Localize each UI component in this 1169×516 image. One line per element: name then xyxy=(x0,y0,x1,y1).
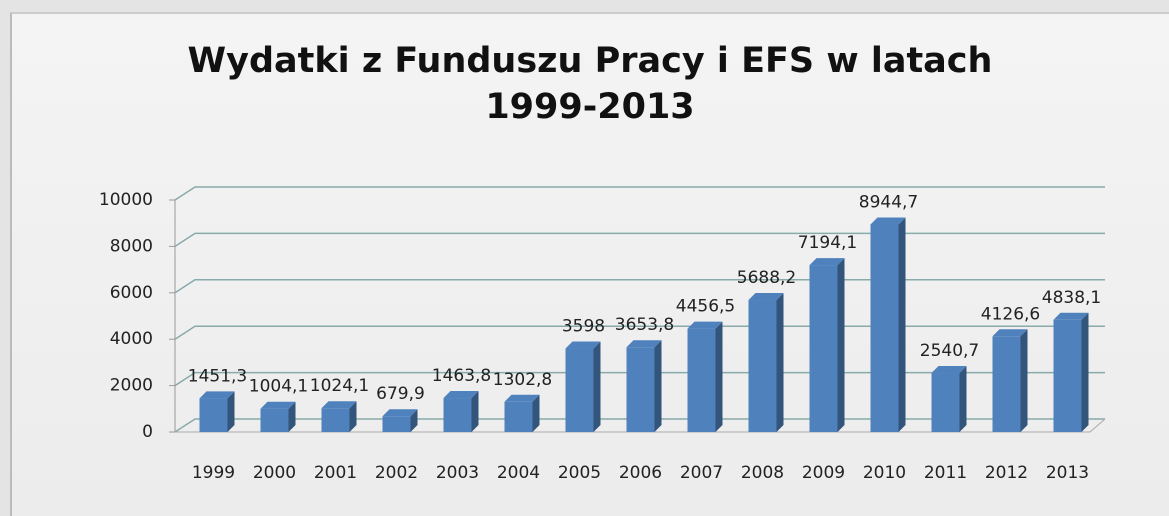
grid-line xyxy=(174,186,1105,201)
grid-line xyxy=(174,418,1105,433)
bar-top xyxy=(565,341,601,349)
x-tick-label: 1999 xyxy=(192,463,235,483)
bar-side xyxy=(227,391,235,432)
y-tick-label: 4000 xyxy=(110,329,153,349)
grid-line xyxy=(174,325,1105,340)
value-label: 5688,2 xyxy=(737,268,796,288)
x-tick-label: 2007 xyxy=(680,463,723,483)
bar-top xyxy=(931,366,967,374)
bar xyxy=(504,401,533,432)
x-tick-label: 2011 xyxy=(924,463,967,483)
bar-top xyxy=(626,340,662,348)
value-label: 1024,1 xyxy=(310,376,369,396)
value-label: 1463,8 xyxy=(432,366,491,386)
bar-top xyxy=(1053,312,1089,320)
bar-top xyxy=(199,391,235,399)
bar-top xyxy=(748,293,784,301)
bar-side xyxy=(776,293,784,432)
bar-top xyxy=(382,409,418,417)
bar-side xyxy=(1020,329,1028,432)
value-label: 2540,7 xyxy=(920,341,979,361)
bar xyxy=(992,336,1021,432)
x-tick-label: 2004 xyxy=(497,463,540,483)
bar-side xyxy=(1081,312,1089,432)
y-tick-label: 0 xyxy=(142,422,153,442)
x-tick-label: 2003 xyxy=(436,463,479,483)
bar xyxy=(687,328,716,432)
bar xyxy=(626,347,655,432)
bar-side xyxy=(471,391,479,432)
value-label: 8944,7 xyxy=(859,192,918,212)
bar xyxy=(565,348,594,432)
bar xyxy=(870,224,899,432)
y-tick-label: 8000 xyxy=(110,236,153,256)
value-label: 679,9 xyxy=(376,384,425,404)
bar xyxy=(260,408,289,432)
bar xyxy=(809,265,838,432)
bar-top xyxy=(504,394,540,402)
bar-side xyxy=(959,366,967,432)
bar-side xyxy=(288,401,296,432)
y-tick-label: 2000 xyxy=(110,376,153,396)
grid-line xyxy=(174,371,1105,387)
value-label: 3598 xyxy=(562,317,605,337)
bar-side xyxy=(654,340,662,432)
bar-side xyxy=(837,258,845,432)
bar-top xyxy=(443,391,479,399)
x-tick-label: 2013 xyxy=(1046,463,1089,483)
x-tick-label: 2002 xyxy=(375,463,418,483)
value-label: 1451,3 xyxy=(188,366,247,386)
bar-top xyxy=(870,217,906,225)
y-tick-label: 10000 xyxy=(99,190,153,210)
bar-top xyxy=(809,258,845,266)
grid-line xyxy=(174,232,1105,248)
bar-side xyxy=(898,217,906,432)
x-tick-label: 2000 xyxy=(253,463,296,483)
bar-side xyxy=(715,321,723,432)
x-tick-label: 2006 xyxy=(619,463,662,483)
bar-side xyxy=(593,341,601,432)
bar-top xyxy=(321,401,357,409)
value-label: 1302,8 xyxy=(493,370,552,390)
bar-top xyxy=(687,321,723,329)
x-tick-label: 2001 xyxy=(314,463,357,483)
x-tick-label: 2008 xyxy=(741,463,784,483)
value-label: 1004,1 xyxy=(249,377,308,397)
bar-top xyxy=(260,401,296,409)
chart-title: Wydatki z Funduszu Pracy i EFS w latach … xyxy=(187,41,993,127)
bar xyxy=(199,398,228,432)
bar xyxy=(443,398,472,432)
bar xyxy=(382,416,411,432)
x-tick-label: 2009 xyxy=(802,463,845,483)
x-tick-label: 2012 xyxy=(985,463,1028,483)
grid-line xyxy=(174,279,1105,294)
x-tick-label: 2005 xyxy=(558,463,601,483)
bar xyxy=(1053,319,1082,432)
value-label: 4126,6 xyxy=(981,304,1040,324)
bar xyxy=(931,373,960,432)
bar-side xyxy=(349,401,357,432)
bar-side xyxy=(532,394,540,432)
value-label: 3653,8 xyxy=(615,315,674,335)
x-tick-label: 2010 xyxy=(863,463,906,483)
floor-edge xyxy=(175,418,1106,433)
y-tick-label: 6000 xyxy=(110,283,153,303)
bar-top xyxy=(992,329,1028,337)
value-label: 4838,1 xyxy=(1042,288,1101,308)
bar-side xyxy=(410,409,418,432)
value-label: 7194,1 xyxy=(798,233,857,253)
value-label: 4456,5 xyxy=(676,297,735,317)
bar xyxy=(748,300,777,432)
bar xyxy=(321,408,350,432)
